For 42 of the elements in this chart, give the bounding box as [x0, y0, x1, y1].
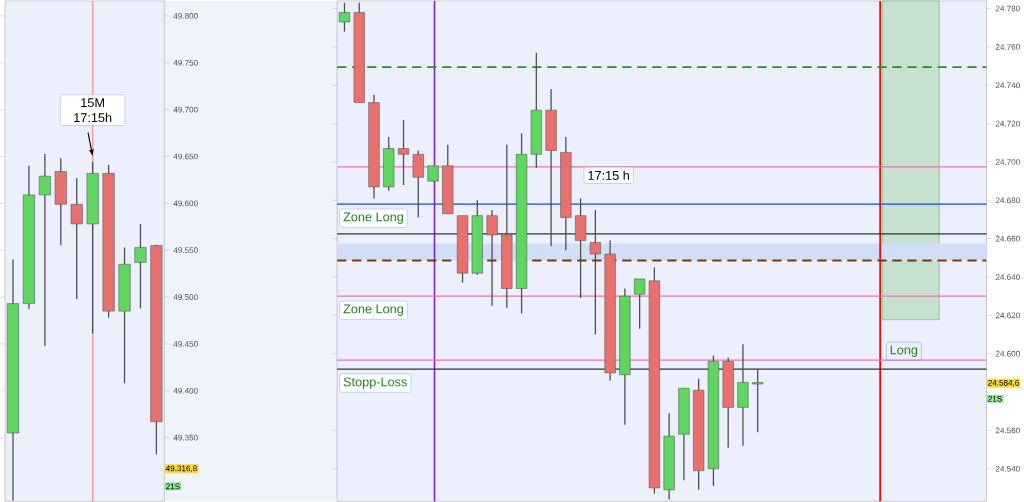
candlestick	[412, 149, 424, 219]
candlestick	[634, 278, 646, 330]
y-tick-label: 24.780	[995, 5, 1020, 12]
y-tick-label: 49.400	[173, 387, 198, 394]
y-tick-label: 49.500	[173, 294, 198, 300]
ref-line-label: Stopp-Loss	[343, 377, 407, 389]
y-tick-label: 24.740	[995, 82, 1020, 88]
annotation: Long	[890, 345, 918, 357]
y-tick-label: 24.620	[995, 312, 1020, 319]
annotation: 17:15 h	[588, 170, 629, 180]
y-tick-label: 24.720	[995, 120, 1020, 127]
y-tick-label: 24.540	[995, 465, 1020, 472]
text: 21S	[166, 483, 180, 490]
y-tick-label: 49.750	[173, 59, 198, 66]
y-tick-label: 49.650	[173, 153, 198, 160]
y-tick-label: 24.640	[995, 274, 1020, 280]
y-tick-label: 49.350	[173, 434, 198, 441]
annotation: 15M 17:15h	[74, 98, 112, 122]
y-tick-label: 24.600	[995, 350, 1020, 357]
candlestick	[752, 368, 764, 433]
candlestick	[397, 119, 410, 186]
candlestick	[486, 209, 498, 307]
ref-line-label: Zone Long	[343, 304, 403, 316]
candlestick	[338, 2, 351, 33]
candlestick	[134, 223, 147, 309]
text: 24.584,6	[988, 379, 1019, 387]
y-tick-label: 24.760	[995, 43, 1020, 50]
y-tick-label: 49.550	[173, 247, 198, 253]
y-tick-label: 49.800	[173, 12, 198, 19]
y-tick-label: 24.560	[995, 427, 1020, 434]
text: 21S	[988, 395, 1002, 402]
candlestick	[70, 177, 83, 300]
y-tick-label: 49.600	[173, 200, 198, 207]
candlestick	[38, 152, 51, 347]
y-tick-label: 49.700	[173, 106, 198, 113]
y-tick-label: 24.700	[995, 158, 1020, 165]
y-tick-label: 49.450	[173, 340, 198, 347]
ref-line-label: Zone Long	[343, 212, 403, 224]
candlestick	[589, 209, 601, 336]
text: 49.316,8	[165, 465, 197, 473]
y-tick-label: 24.660	[995, 235, 1020, 242]
y-tick-label: 24.680	[995, 197, 1020, 204]
